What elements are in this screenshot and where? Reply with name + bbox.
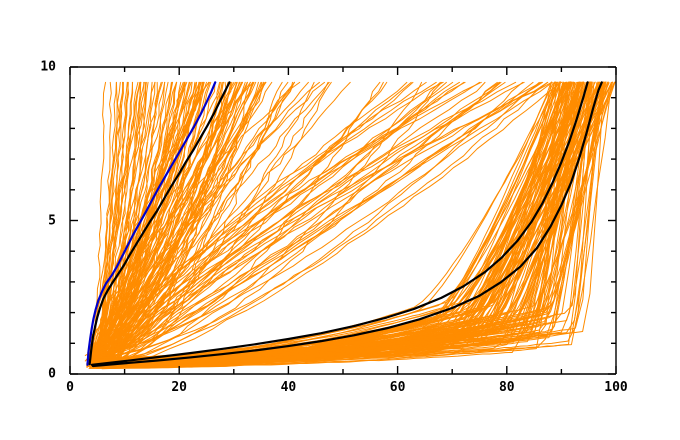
- background-curve-dense: [104, 81, 567, 369]
- background-curve-fan: [109, 81, 542, 352]
- background-curve-fan: [119, 81, 486, 355]
- background-curve-dense: [105, 81, 575, 368]
- x-tick-label-60: 60: [389, 380, 406, 395]
- y-tick-label-10: 10: [40, 59, 56, 75]
- background-curve-fan: [118, 81, 563, 368]
- background-curve-dense: [98, 81, 591, 367]
- background-curve-steep: [90, 81, 190, 354]
- x-tick-label-20: 20: [171, 380, 188, 395]
- background-curve-steep: [87, 81, 265, 367]
- y-tick-label-0: 0: [48, 366, 56, 382]
- background-curve-fan: [108, 81, 332, 366]
- background-curve-fan: [97, 81, 534, 362]
- background-curve-fan: [115, 81, 542, 369]
- background-curve-fan: [100, 81, 408, 355]
- background-curve-steep: [91, 81, 166, 367]
- series-black-curve-right-upper: [90, 81, 589, 366]
- background-curve-fan: [91, 81, 501, 352]
- series-black-curve-left: [88, 81, 231, 366]
- background-curve-fan: [92, 81, 289, 366]
- background-curve-fan: [101, 81, 295, 357]
- background-curve-fan: [105, 81, 553, 360]
- background-curve-dense: [94, 81, 571, 360]
- background-curve-fan: [95, 81, 227, 351]
- series-blue-curve: [86, 81, 217, 366]
- x-tick-label-100: 100: [604, 380, 628, 395]
- background-curve-fan: [96, 81, 254, 364]
- background-curve-steep: [87, 81, 221, 357]
- background-curve-fan: [117, 81, 543, 361]
- background-curve-fan: [119, 81, 185, 357]
- background-curve-steep: [96, 81, 241, 353]
- series-black-curve-right-lower: [91, 81, 603, 368]
- background-curve-fan: [106, 81, 216, 356]
- background-curve-dense: [91, 81, 580, 368]
- background-curve-fan: [115, 81, 460, 362]
- background-curve-fan: [91, 81, 384, 359]
- background-curve-fan: [92, 81, 540, 359]
- background-curve-fan: [117, 81, 549, 354]
- background-curve-fan: [104, 81, 427, 360]
- background-curve-fan: [102, 81, 186, 352]
- background-curve-fan: [112, 81, 498, 352]
- background-curve-steep: [87, 81, 248, 356]
- y-tick-label-5: 5: [48, 213, 56, 228]
- background-curve-dense: [92, 81, 552, 367]
- x-tick-label-0: 0: [66, 380, 74, 395]
- background-curve-steep: [86, 81, 141, 359]
- background-curve-steep: [86, 81, 118, 368]
- background-curve-fan: [88, 81, 210, 361]
- curves-layer: [84, 81, 616, 370]
- background-curve-fan: [104, 81, 437, 366]
- background-curve-fan: [118, 81, 202, 365]
- background-curve-fan: [90, 81, 325, 354]
- background-curve-fan: [117, 81, 329, 352]
- background-curve-steep: [87, 81, 107, 366]
- background-curve-fan: [92, 81, 296, 360]
- background-curve-fan: [104, 81, 524, 363]
- background-curve-fan: [96, 81, 412, 358]
- background-curve-dense: [103, 81, 578, 361]
- background-curve-fan: [103, 81, 549, 359]
- x-tick-label-80: 80: [498, 380, 515, 395]
- background-curve-dense: [98, 81, 601, 362]
- background-curve-steep: [96, 81, 134, 356]
- background-curve-fan: [95, 81, 443, 365]
- background-curve-fan: [101, 81, 502, 356]
- background-curve-steep: [94, 81, 145, 367]
- background-curve-fan: [94, 81, 506, 355]
- background-curve-steep: [95, 81, 229, 353]
- x-tick-label-40: 40: [280, 380, 297, 395]
